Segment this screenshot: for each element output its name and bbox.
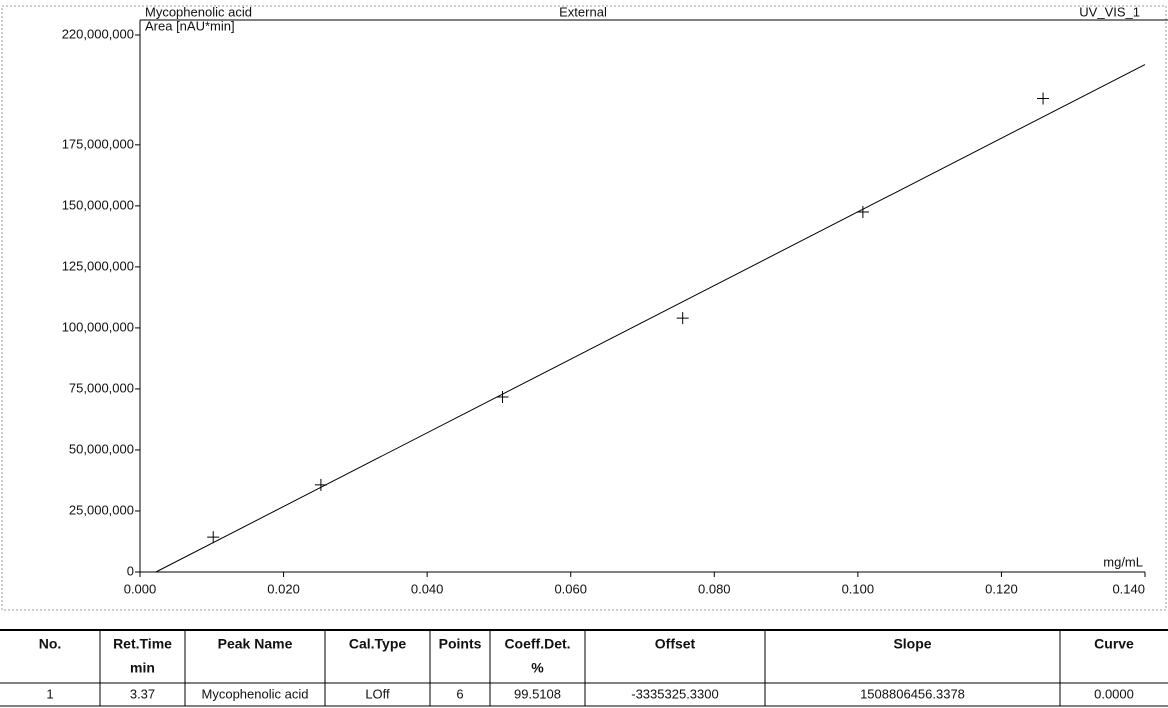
- column-header: Slope: [893, 636, 931, 652]
- column-header: Ret.Time: [113, 636, 172, 652]
- y-tick-label: 100,000,000: [62, 319, 134, 334]
- y-tick-label: 25,000,000: [69, 502, 134, 517]
- column-header: Coeff.Det.: [504, 636, 570, 652]
- x-tick-label: 0.100: [842, 581, 875, 596]
- y-tick-label: 0: [127, 563, 134, 578]
- table-cell: -3335325.3300: [631, 686, 718, 701]
- table-cell: LOff: [365, 686, 390, 701]
- column-header: No.: [39, 636, 62, 652]
- column-header: Peak Name: [218, 636, 293, 652]
- column-header: Points: [439, 636, 482, 652]
- data-point: [857, 206, 869, 218]
- column-header: Offset: [655, 636, 696, 652]
- data-point: [1037, 92, 1049, 104]
- data-point: [677, 312, 689, 324]
- table-cell: 3.37: [130, 686, 155, 701]
- x-axis-label: mg/mL: [1103, 554, 1143, 569]
- x-tick-label: 0.020: [267, 581, 300, 596]
- y-tick-label: 175,000,000: [62, 136, 134, 151]
- table-cell: Mycophenolic acid: [202, 686, 309, 701]
- y-tick-label: 75,000,000: [69, 380, 134, 395]
- page: Mycophenolic acid Area [nAU*min] Externa…: [0, 0, 1168, 708]
- table-cell: 1: [46, 686, 53, 701]
- table-cell: 1508806456.3378: [860, 686, 965, 701]
- x-tick-label: 0.000: [124, 581, 157, 596]
- chart-title: Mycophenolic acid: [145, 4, 252, 19]
- table-cell: 99.5108: [514, 686, 561, 701]
- column-header: Curve: [1094, 636, 1134, 652]
- fit-line: [156, 65, 1145, 572]
- column-unit: min: [130, 660, 155, 676]
- y-tick-label: 50,000,000: [69, 441, 134, 456]
- x-tick-label: 0.140: [1112, 581, 1145, 596]
- x-tick-label: 0.060: [554, 581, 587, 596]
- y-tick-label: 220,000,000: [62, 26, 134, 41]
- table-cell: 6: [456, 686, 463, 701]
- y-tick-label: 150,000,000: [62, 197, 134, 212]
- data-point: [207, 531, 219, 543]
- chart-subtitle: External: [559, 4, 607, 19]
- x-tick-label: 0.040: [411, 581, 444, 596]
- y-tick-label: 125,000,000: [62, 258, 134, 273]
- table-cell: 0.0000: [1094, 686, 1134, 701]
- x-tick-label: 0.120: [985, 581, 1018, 596]
- data-point: [497, 391, 509, 403]
- chart-frame: [2, 6, 1166, 610]
- channel-label: UV_VIS_1: [1079, 4, 1140, 19]
- x-tick-label: 0.080: [698, 581, 731, 596]
- column-unit: %: [531, 660, 544, 676]
- y-axis-label: Area [nAU*min]: [145, 18, 235, 33]
- column-header: Cal.Type: [349, 636, 407, 652]
